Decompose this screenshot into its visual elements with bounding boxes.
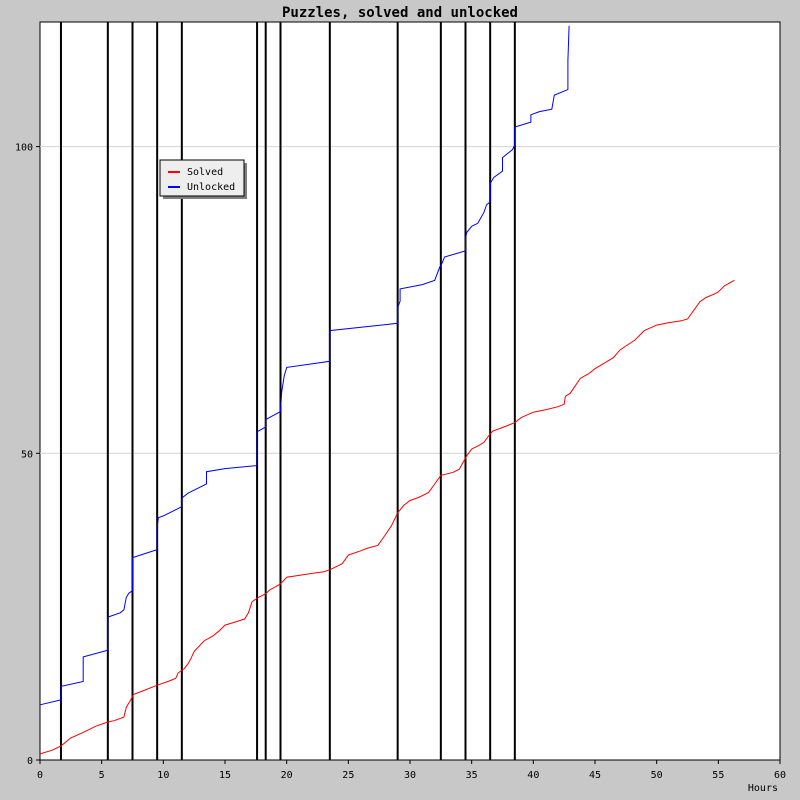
grid-layer bbox=[40, 146, 780, 454]
x-tick-label-10: 10 bbox=[157, 770, 169, 781]
x-tick-label-30: 30 bbox=[404, 770, 416, 781]
y-tick-label-50: 50 bbox=[21, 449, 33, 460]
legend-box bbox=[159, 159, 245, 197]
series-line-unlocked bbox=[39, 25, 570, 706]
legend: Solved Unlocked bbox=[159, 159, 247, 199]
legend-label-solved: Solved bbox=[187, 167, 223, 178]
x-tick-label-45: 45 bbox=[589, 770, 601, 781]
x-tick-label-50: 50 bbox=[651, 770, 663, 781]
axis-layer: 0 5 10 15 20 25 30 35 40 45 50 55 60 0 50 100 bbox=[15, 143, 786, 781]
chart-title: Puzzles, solved and unlocked bbox=[282, 5, 518, 21]
y-tick-label-0: 0 bbox=[27, 756, 33, 767]
legend-label-unlocked: Unlocked bbox=[187, 182, 235, 193]
x-tick-label-20: 20 bbox=[281, 770, 293, 781]
event-lines-layer bbox=[59, 22, 516, 760]
plot-area bbox=[39, 21, 781, 761]
x-tick-label-0: 0 bbox=[37, 770, 43, 781]
x-tick-label-15: 15 bbox=[219, 770, 231, 781]
x-tick-label-35: 35 bbox=[466, 770, 478, 781]
y-tick-label-100: 100 bbox=[15, 143, 33, 154]
x-axis-label: Hours bbox=[748, 783, 778, 794]
x-tick-label-40: 40 bbox=[527, 770, 539, 781]
series-layer bbox=[39, 25, 735, 755]
x-tick-label-55: 55 bbox=[712, 770, 724, 781]
x-tick-label-60: 60 bbox=[774, 770, 786, 781]
x-tick-label-5: 5 bbox=[99, 770, 105, 781]
x-tick-label-25: 25 bbox=[342, 770, 354, 781]
series-line-solved bbox=[39, 279, 735, 755]
